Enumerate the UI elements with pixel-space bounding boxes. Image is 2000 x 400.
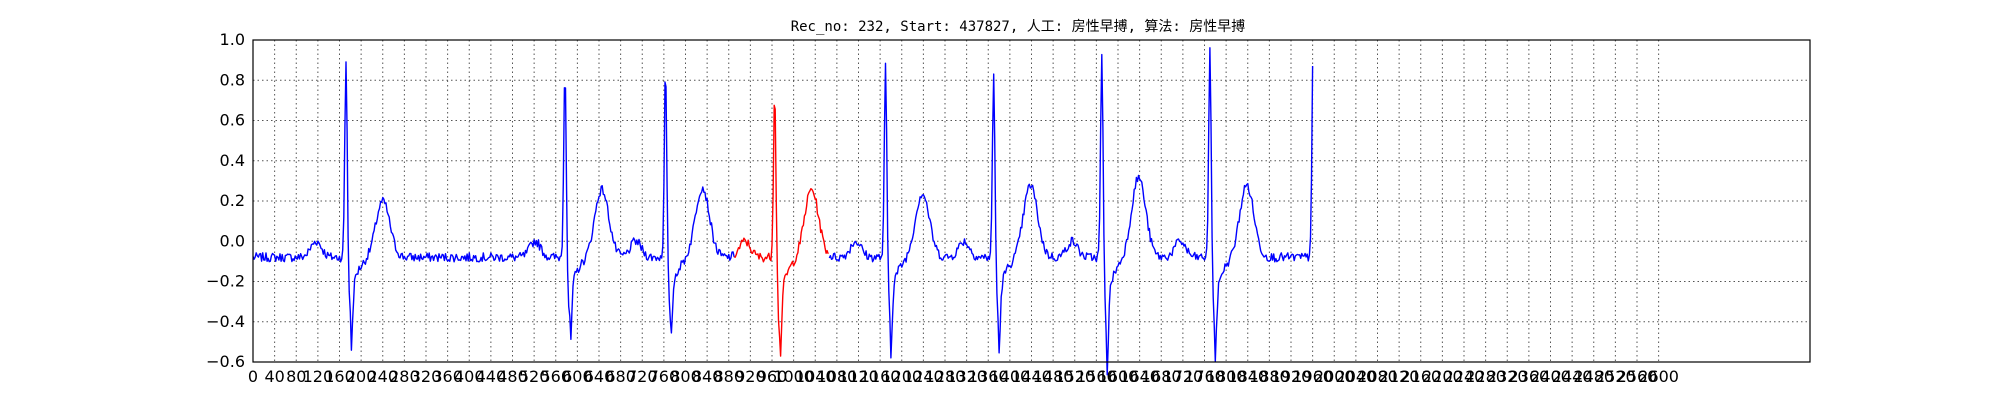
x-tick-label: 2160 <box>1400 367 1441 386</box>
y-tick-label: 0.6 <box>220 111 245 130</box>
x-tick-label: 2280 <box>1465 367 1506 386</box>
x-tick-label: 1360 <box>968 367 1009 386</box>
x-tick-label: 360 <box>432 367 463 386</box>
x-tick-label: 800 <box>670 367 701 386</box>
x-tick-label: 2200 <box>1422 367 1463 386</box>
x-tick-label: 1800 <box>1206 367 1247 386</box>
x-tick-label: 120 <box>303 367 334 386</box>
x-tick-label: 680 <box>605 367 636 386</box>
x-tick-label: 640 <box>584 367 615 386</box>
x-tick-label: 600 <box>562 367 593 386</box>
x-tick-label: 1200 <box>881 367 922 386</box>
x-tick-label: 760 <box>649 367 680 386</box>
x-tick-label: 40 <box>264 367 284 386</box>
plot-frame <box>252 39 1811 363</box>
x-tick-label: 2520 <box>1595 367 1636 386</box>
x-tick-label: 240 <box>367 367 398 386</box>
x-tick-label: 1920 <box>1271 367 1312 386</box>
y-tick-label: 0.8 <box>220 70 245 89</box>
y-tick-label: −0.2 <box>206 272 245 291</box>
x-tick-label: 1160 <box>860 367 901 386</box>
x-tick-label: 2360 <box>1509 367 1550 386</box>
x-tick-label: 80 <box>286 367 306 386</box>
x-tick-label: 1440 <box>1011 367 1052 386</box>
y-tick-label: 0.2 <box>220 191 245 210</box>
y-tick-label: 0.4 <box>220 151 245 170</box>
ecg-trace-normal-1 <box>252 61 735 351</box>
x-tick-label: 2600 <box>1638 367 1679 386</box>
x-tick-label: 2240 <box>1444 367 1485 386</box>
x-tick-label: 1080 <box>817 367 858 386</box>
x-tick-label: 2040 <box>1336 367 1377 386</box>
x-tick-label: 480 <box>497 367 528 386</box>
x-tick-label: 2000 <box>1314 367 1355 386</box>
x-tick-label: 2320 <box>1487 367 1528 386</box>
x-tick-label: 2480 <box>1573 367 1614 386</box>
x-tick-label: 1840 <box>1227 367 1268 386</box>
x-tick-label: 1240 <box>903 367 944 386</box>
x-tick-label: 1480 <box>1033 367 1074 386</box>
x-tick-label: 1320 <box>946 367 987 386</box>
x-tick-label: 920 <box>735 367 766 386</box>
x-tick-label: 1960 <box>1292 367 1333 386</box>
x-tick-label: 280 <box>389 367 420 386</box>
x-tick-label: 0 <box>248 367 258 386</box>
y-tick-label: 1.0 <box>220 30 245 49</box>
ecg-trace-normal-2 <box>828 47 1314 376</box>
x-tick-label: 1040 <box>795 367 836 386</box>
x-tick-label: 520 <box>519 367 550 386</box>
x-tick-label: 1680 <box>1141 367 1182 386</box>
x-tick-label: 720 <box>627 367 658 386</box>
x-tick-label: 840 <box>692 367 723 386</box>
y-tick-label: 0.0 <box>220 231 245 250</box>
x-axis-ticks: 0 40 8012016020024028032036040044048052056… <box>248 367 1679 386</box>
y-tick-label: −0.4 <box>206 312 245 331</box>
x-tick-label: 2080 <box>1357 367 1398 386</box>
x-tick-label: 1640 <box>1119 367 1160 386</box>
x-tick-label: 2560 <box>1617 367 1658 386</box>
x-tick-label: 1720 <box>1163 367 1204 386</box>
x-tick-label: 1000 <box>773 367 814 386</box>
y-axis-ticks: −0.6 −0.4 −0.2 0.0 0.2 0.4 0.6 0.8 1.0 <box>206 30 245 371</box>
y-tick-label: −0.6 <box>206 352 245 371</box>
x-tick-label: 560 <box>540 367 571 386</box>
x-tick-label: 1880 <box>1249 367 1290 386</box>
x-tick-label: 960 <box>757 367 788 386</box>
x-tick-label: 400 <box>454 367 485 386</box>
x-tick-label: 1280 <box>925 367 966 386</box>
chart-title: Rec_no: 232, Start: 437827, 人工: 房性早搏, 算法… <box>791 18 1246 35</box>
x-tick-label: 880 <box>713 367 744 386</box>
ecg-trace <box>252 47 1314 376</box>
grid <box>253 40 1810 362</box>
x-tick-label: 2400 <box>1530 367 1571 386</box>
x-tick-label: 1120 <box>838 367 879 386</box>
x-tick-label: 320 <box>411 367 442 386</box>
x-tick-label: 1400 <box>990 367 1031 386</box>
x-tick-label: 2440 <box>1552 367 1593 386</box>
x-tick-label: 1520 <box>1054 367 1095 386</box>
x-tick-label: 2120 <box>1379 367 1420 386</box>
x-tick-label: 440 <box>476 367 507 386</box>
ecg-trace-premature-beat <box>734 104 829 357</box>
x-tick-label: 200 <box>346 367 377 386</box>
x-tick-label: 1760 <box>1184 367 1225 386</box>
x-tick-label: 160 <box>324 367 355 386</box>
